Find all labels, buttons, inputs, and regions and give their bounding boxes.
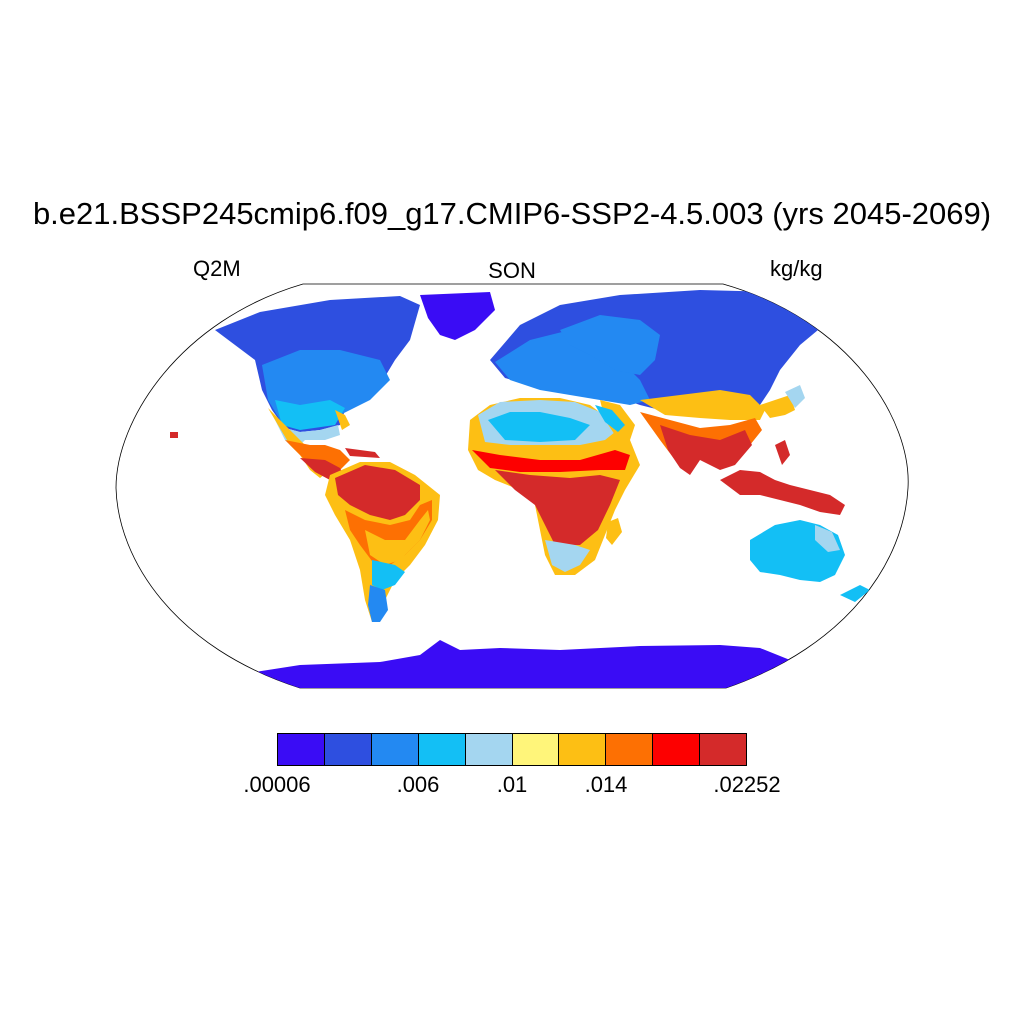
colorbar-box-6 bbox=[559, 734, 607, 765]
colorbar bbox=[277, 733, 747, 766]
south-america bbox=[325, 462, 440, 622]
antarctica bbox=[240, 640, 790, 688]
units-label: kg/kg bbox=[770, 256, 823, 281]
variable-label: Q2M bbox=[193, 256, 241, 281]
colorbar-box-7 bbox=[606, 734, 654, 765]
colorbar-box-9 bbox=[700, 734, 747, 765]
season-label: SON bbox=[488, 258, 536, 283]
colorbar-box-4 bbox=[465, 734, 513, 765]
colorbar-tick-label: .02252 bbox=[713, 772, 781, 797]
colorbar-tick-label: .006 bbox=[396, 772, 440, 797]
colorbar-box-5 bbox=[512, 734, 560, 765]
colorbar-box-0 bbox=[278, 734, 325, 765]
colorbar-box-2 bbox=[371, 734, 419, 765]
eurasia bbox=[490, 290, 830, 475]
africa bbox=[468, 398, 640, 575]
greenland bbox=[420, 292, 495, 340]
colorbar-box-1 bbox=[324, 734, 372, 765]
colorbar-tick-label: .014 bbox=[584, 772, 628, 797]
colorbar-tick-label: .00006 bbox=[243, 772, 311, 797]
plot-title: b.e21.BSSP245cmip6.f09_g17.CMIP6-SSP2-4.… bbox=[32, 196, 992, 231]
colorbar-tick-label: .01 bbox=[496, 772, 528, 797]
colorbar-box-8 bbox=[653, 734, 701, 765]
colorbar-box-3 bbox=[418, 734, 466, 765]
australia bbox=[750, 520, 870, 602]
maritime-continent bbox=[720, 440, 845, 515]
